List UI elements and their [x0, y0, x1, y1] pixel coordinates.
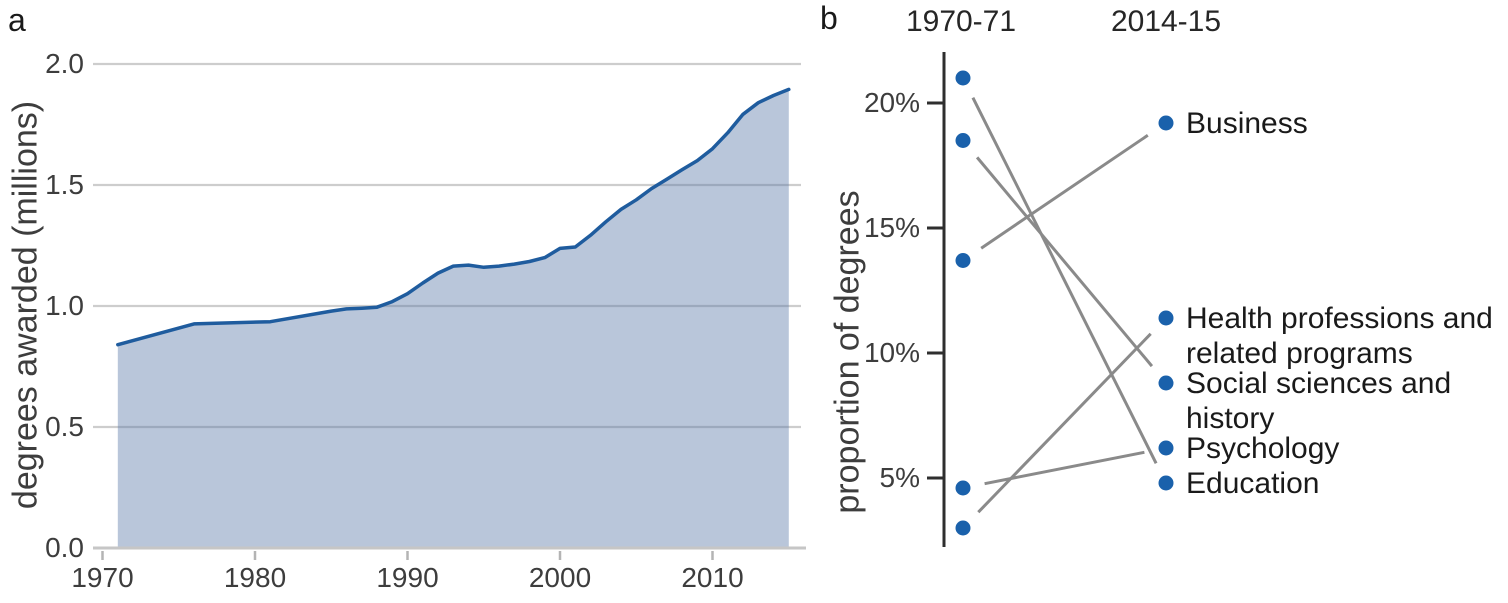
slope-line	[971, 97, 1158, 464]
slope-chart-column-header-start: 1970-71	[905, 5, 1017, 38]
panel-a-letter: a	[8, 2, 26, 38]
y-tick-label: 2.0	[45, 48, 84, 79]
slope-dot-start	[955, 133, 971, 148]
slope-dot-start	[955, 70, 971, 86]
slope-dot-start	[955, 253, 971, 268]
slope-dot-end	[1158, 115, 1174, 131]
slope-line	[977, 332, 1152, 514]
y-tick-label: 0.5	[45, 411, 84, 442]
slope-category-label: Education	[1186, 466, 1320, 500]
x-tick-label: 1990	[376, 562, 439, 593]
slope-dot-start	[955, 480, 971, 496]
slope-y-tick-label: 15%	[863, 212, 920, 243]
slope-y-tick-label: 20%	[863, 87, 920, 118]
area-fill	[117, 89, 789, 549]
x-tick-label: 1970	[71, 562, 134, 593]
slope-y-tick-label: 5%	[879, 462, 920, 493]
y-tick-label: 1.0	[45, 290, 84, 321]
slope-line	[975, 156, 1154, 368]
slope-dot-end	[1158, 310, 1174, 326]
slope-dot-start	[955, 520, 971, 536]
slope-category-label: Health professions and related programs	[1186, 301, 1493, 370]
y-tick-label: 0.0	[45, 532, 84, 563]
slope-chart-column-header-end: 2014-15	[1110, 5, 1222, 38]
slope-dot-end	[1158, 375, 1174, 391]
slope-line	[980, 134, 1149, 250]
slope-dot-end	[1158, 475, 1174, 491]
slope-category-label: Business	[1186, 106, 1308, 140]
y-tick-label: 1.5	[45, 169, 84, 200]
area-line	[116, 87, 791, 347]
slope-category-label: Psychology	[1186, 431, 1340, 465]
panel-b-letter: b	[820, 0, 838, 36]
slope-dot-end	[1158, 440, 1174, 456]
x-tick-label: 2010	[681, 562, 744, 593]
x-tick-label: 2000	[528, 562, 592, 593]
slope-category-label: Social sciences and history	[1186, 366, 1452, 435]
x-tick-label: 1980	[223, 562, 287, 593]
slope-y-tick-label: 10%	[863, 337, 920, 368]
